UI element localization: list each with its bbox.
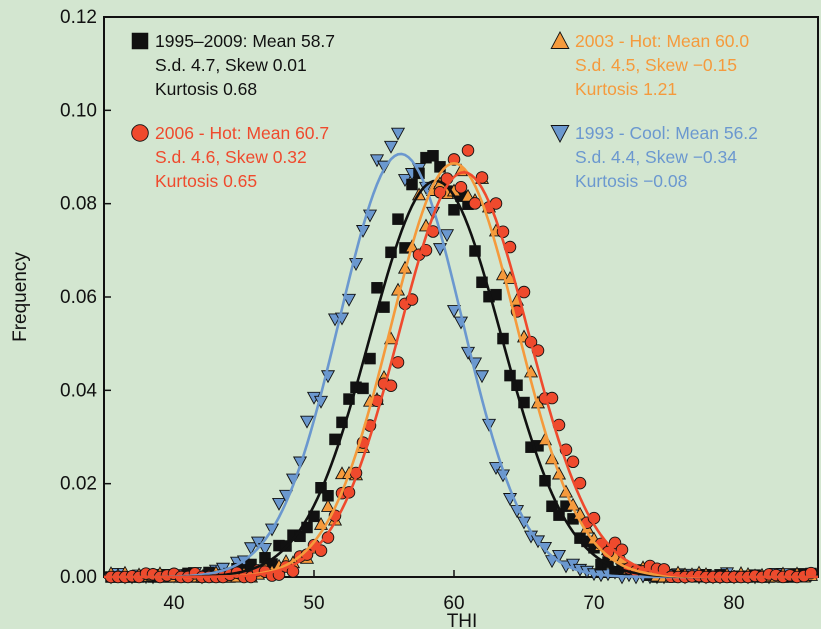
data-point-circle [468,197,482,210]
data-point-triangle-down [383,140,399,154]
data-point-triangle-down [446,305,462,318]
legend-text: 1995–2009: Mean 58.7 [155,31,335,51]
data-point-square [434,161,446,173]
data-point-square [385,246,397,259]
legend-text: Kurtosis 0.68 [155,79,257,99]
legend-text: Kurtosis −0.08 [575,171,687,191]
data-point-square [371,282,383,294]
y-tick-label: 0.02 [60,474,97,495]
data-point-square [448,204,460,216]
x-tick-label: 50 [303,593,324,614]
data-point-square [427,150,439,162]
data-point-triangle-down [390,127,406,141]
fit-curve [104,179,818,579]
x-tick-label: 70 [583,593,604,614]
x-axis-title: THI [447,611,478,629]
data-point-circle [447,153,461,166]
data-point-circle [566,455,580,469]
data-point-circle [454,180,468,194]
legend-marker-triangle-down [550,125,570,143]
legend-group: 1995–2009: Mean 58.7 S.d. 4.7, Skew 0.01 K… [131,31,758,191]
data-point-triangle-down [369,154,385,168]
legend-text: 2003 - Hot: Mean 60.0 [575,31,749,51]
legend-text: S.d. 4.5, Skew −0.15 [575,55,737,75]
fitted-curves [104,152,818,579]
data-point-triangle-down [474,370,490,384]
legend-text: 2006 - Hot: Mean 60.7 [155,123,329,143]
axis-ticks: 40 50 60 70 80 0.00 0.02 0.04 0.06 0.08 0.10 0.12 [60,7,745,614]
legend-text: S.d. 4.4, Skew −0.34 [575,147,737,167]
data-point-circle [314,544,328,557]
data-point-triangle-down [439,229,455,243]
data-point-triangle-down [257,543,273,556]
data-point-square [343,393,355,405]
data-point-triangle-down [299,415,315,429]
data-point-square [518,396,530,409]
y-axis-title: Frequency [10,252,31,342]
data-point-square [336,416,348,429]
data-point-circle [461,144,475,157]
data-point-square [406,178,418,191]
x-tick-label: 60 [443,593,464,614]
legend-text: Kurtosis 0.65 [155,171,257,191]
data-point-circle [475,171,489,184]
fit-curve [104,161,818,579]
legend-text: 1993 - Cool: Mean 56.2 [575,123,758,143]
data-point-triangle-down [271,497,287,511]
data-point-triangle-down [488,462,504,475]
y-tick-label: 0.10 [60,100,97,121]
legend-text: S.d. 4.6, Skew 0.32 [155,147,307,167]
data-point-triangle-down [243,542,259,556]
data-point-square [392,213,404,225]
y-tick-label: 0.08 [60,194,97,215]
x-tick-label: 80 [723,593,744,614]
legend-text: Kurtosis 1.21 [575,79,677,99]
legend-marker-triangle-up [550,31,570,49]
legend-marker-square [131,32,149,50]
data-point-triangle-up [460,188,476,202]
legend-text: S.d. 4.7, Skew 0.01 [155,55,307,75]
y-tick-label: 0.12 [60,7,97,28]
plot-frame [103,16,819,578]
x-tick-label: 40 [163,593,184,614]
data-points [103,127,819,585]
y-tick-label: 0.00 [60,567,97,588]
y-tick-label: 0.04 [60,380,97,401]
data-point-circle [391,356,405,369]
y-tick-label: 0.06 [60,287,97,308]
legend-marker-circle [131,124,149,142]
data-point-triangle-down [551,549,567,563]
fit-curve [104,170,818,579]
fit-curve [104,152,818,579]
data-point-square [357,382,369,395]
data-point-triangle-up [320,498,336,512]
